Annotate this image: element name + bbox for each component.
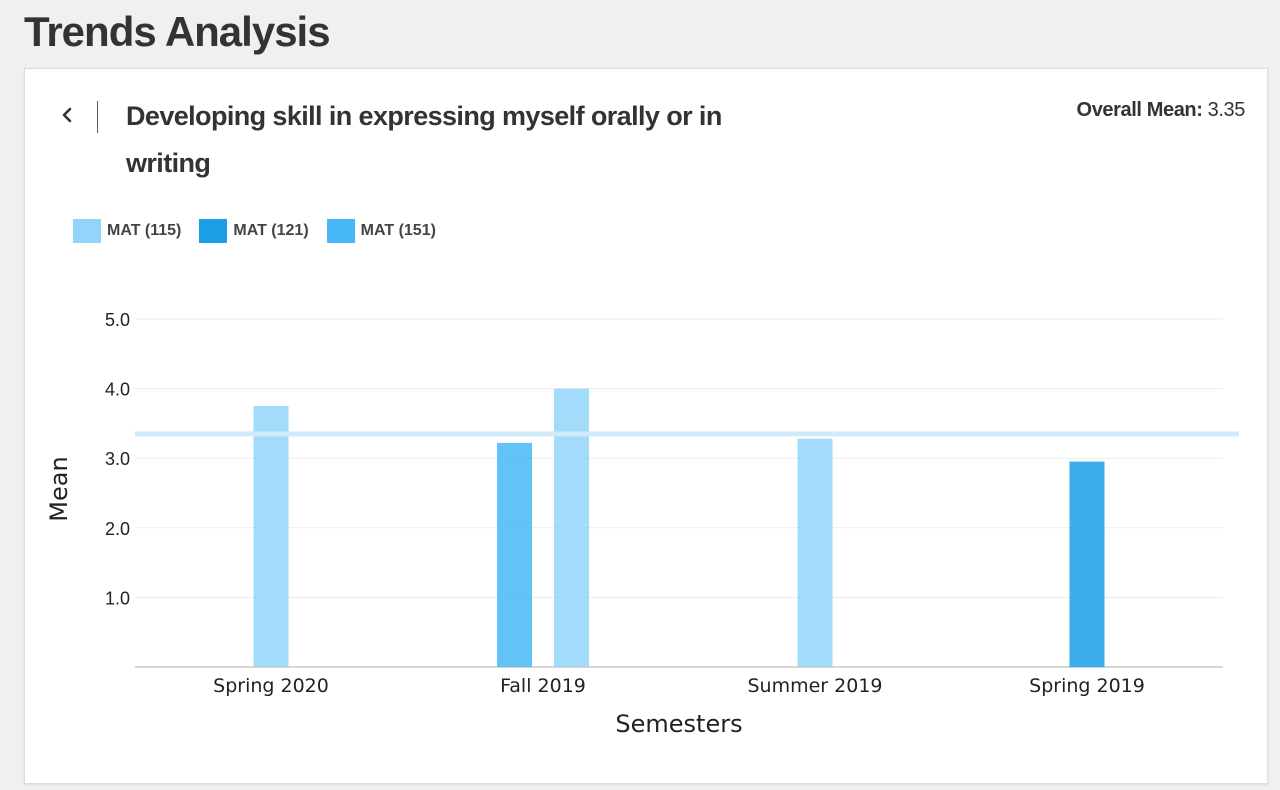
legend-swatch [199, 219, 228, 243]
y-tick-label: 3.0 [105, 449, 130, 469]
trends-card: Developing skill in expressing myself or… [24, 68, 1268, 784]
x-axis-title: Semesters [615, 710, 742, 738]
x-tick-label: Fall 2019 [500, 675, 586, 697]
bar [1069, 461, 1105, 667]
bar [797, 438, 833, 667]
legend-swatch [73, 219, 101, 243]
legend-item-mat-115[interactable]: MAT (115) [73, 219, 181, 243]
overall-mean-value: 3.35 [1207, 99, 1246, 121]
y-tick-label: 1.0 [105, 588, 130, 608]
y-tick-label: 4.0 [105, 380, 130, 400]
y-tick-label: 5.0 [105, 310, 130, 330]
x-tick-label: Spring 2020 [213, 675, 329, 697]
bar [497, 442, 532, 667]
legend-swatch [326, 219, 355, 243]
bar [554, 388, 589, 667]
legend-label: MAT (151) [360, 222, 436, 239]
legend-item-mat-151[interactable]: MAT (151) [326, 219, 436, 243]
y-axis-title: Mean [45, 456, 73, 521]
page-title: Trends Analysis [24, 8, 331, 55]
legend-label: MAT (121) [233, 222, 309, 239]
bar [253, 406, 289, 667]
bar-chart: 1.0 2.0 3.0 4.0 5.0 Spring 2020 Fall 2019 Summe… [45, 310, 1239, 738]
overall-mean: Overall Mean: 3.35 [1076, 99, 1246, 122]
legend-item-mat-121[interactable]: MAT (121) [199, 219, 309, 243]
legend-label: MAT (115) [107, 222, 182, 239]
overall-mean-label: Overall Mean: [1076, 99, 1203, 121]
question-title: Developing skill in expressing myself or… [126, 101, 722, 178]
chart-legend: MAT (115) MAT (121) MAT (151) [73, 219, 436, 243]
back-button[interactable] [57, 101, 77, 129]
x-tick-label: Summer 2019 [747, 675, 882, 697]
title-divider [97, 101, 98, 133]
y-tick-label: 2.0 [105, 519, 130, 539]
x-tick-label: Spring 2019 [1029, 675, 1145, 697]
chevron-left-icon [62, 107, 72, 123]
